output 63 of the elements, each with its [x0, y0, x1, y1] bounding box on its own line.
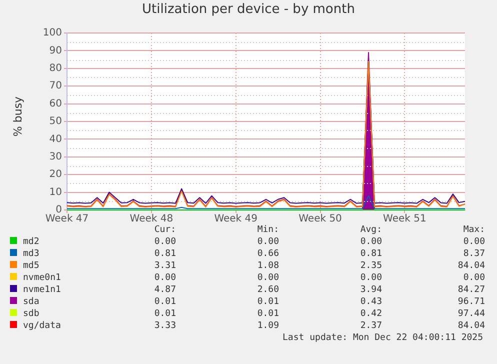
text: Avg:	[359, 224, 382, 236]
x-tick-label: Week 50	[298, 214, 342, 225]
legend-label: sda	[22, 296, 40, 308]
text: 97.44	[456, 308, 485, 320]
text: 0.00	[153, 272, 176, 284]
text: 0.43	[359, 296, 382, 308]
y-tick-label: 60	[49, 98, 62, 110]
text: 84.04	[456, 320, 485, 332]
y-axis-title: % busy	[12, 95, 24, 139]
text: 1.08	[256, 260, 279, 272]
text: 0.00	[462, 236, 485, 248]
text: 0.66	[256, 248, 279, 260]
y-tick-label: 40	[49, 134, 62, 145]
y-tick-label: 80	[49, 62, 62, 74]
y-tick-label: 90	[49, 45, 62, 56]
x-tick-label: Week 51	[383, 214, 426, 225]
text: 0.00	[256, 236, 279, 248]
text: 0.42	[359, 308, 382, 320]
text: 96.71	[456, 296, 485, 308]
text: Max:	[462, 224, 485, 236]
text: Cur:	[153, 224, 176, 236]
y-tick-label: 50	[49, 116, 62, 128]
text: 2.37	[359, 320, 382, 332]
text: 3.31	[153, 260, 176, 272]
y-tick-label: 70	[49, 80, 62, 92]
y-tick-label: 0	[56, 204, 62, 216]
x-tick-label: Week 49	[214, 214, 258, 225]
text: 0.81	[153, 248, 176, 260]
text: 0.00	[359, 272, 382, 284]
text: 3.33	[153, 320, 176, 332]
text: 0.01	[153, 308, 176, 320]
text: 0.00	[462, 272, 485, 284]
text: 84.04	[456, 260, 485, 272]
text: 8.37	[462, 248, 485, 260]
text: 0.00	[256, 272, 279, 284]
text: 0.01	[153, 296, 176, 308]
legend-label: md2	[22, 236, 40, 248]
text: 0.00	[359, 236, 382, 248]
legend-label: sdb	[22, 308, 40, 320]
legend-label: md5	[22, 260, 40, 272]
text: 84.27	[456, 284, 485, 296]
x-tick-label: Week 47	[45, 214, 89, 225]
legend-label: vg/data	[22, 320, 62, 332]
legend-label: md3	[22, 248, 40, 260]
text: 3.94	[359, 284, 382, 296]
legend-label: nvme0n1	[22, 272, 62, 284]
y-tick-label: 30	[49, 151, 62, 162]
x-tick-label: Week 48	[130, 214, 174, 225]
text: 2.60	[256, 284, 279, 296]
text: 0.01	[256, 308, 279, 320]
text: 0.81	[359, 248, 382, 260]
chart-title: Utilization per device - by month	[141, 2, 356, 17]
y-tick-label: 100	[42, 28, 62, 39]
y-tick-label: 20	[49, 169, 62, 180]
y-tick-label: 10	[49, 186, 62, 198]
text: 2.35	[359, 260, 382, 272]
text: 0.01	[256, 296, 279, 308]
legend-label: nvme1n1	[22, 284, 62, 296]
text: Last update: Mon Dec 22 04:00:11 2025	[282, 333, 483, 343]
text: 1.09	[256, 320, 279, 332]
text: 4.87	[153, 284, 176, 296]
text: 0.00	[153, 236, 176, 248]
text: Min:	[256, 224, 279, 236]
